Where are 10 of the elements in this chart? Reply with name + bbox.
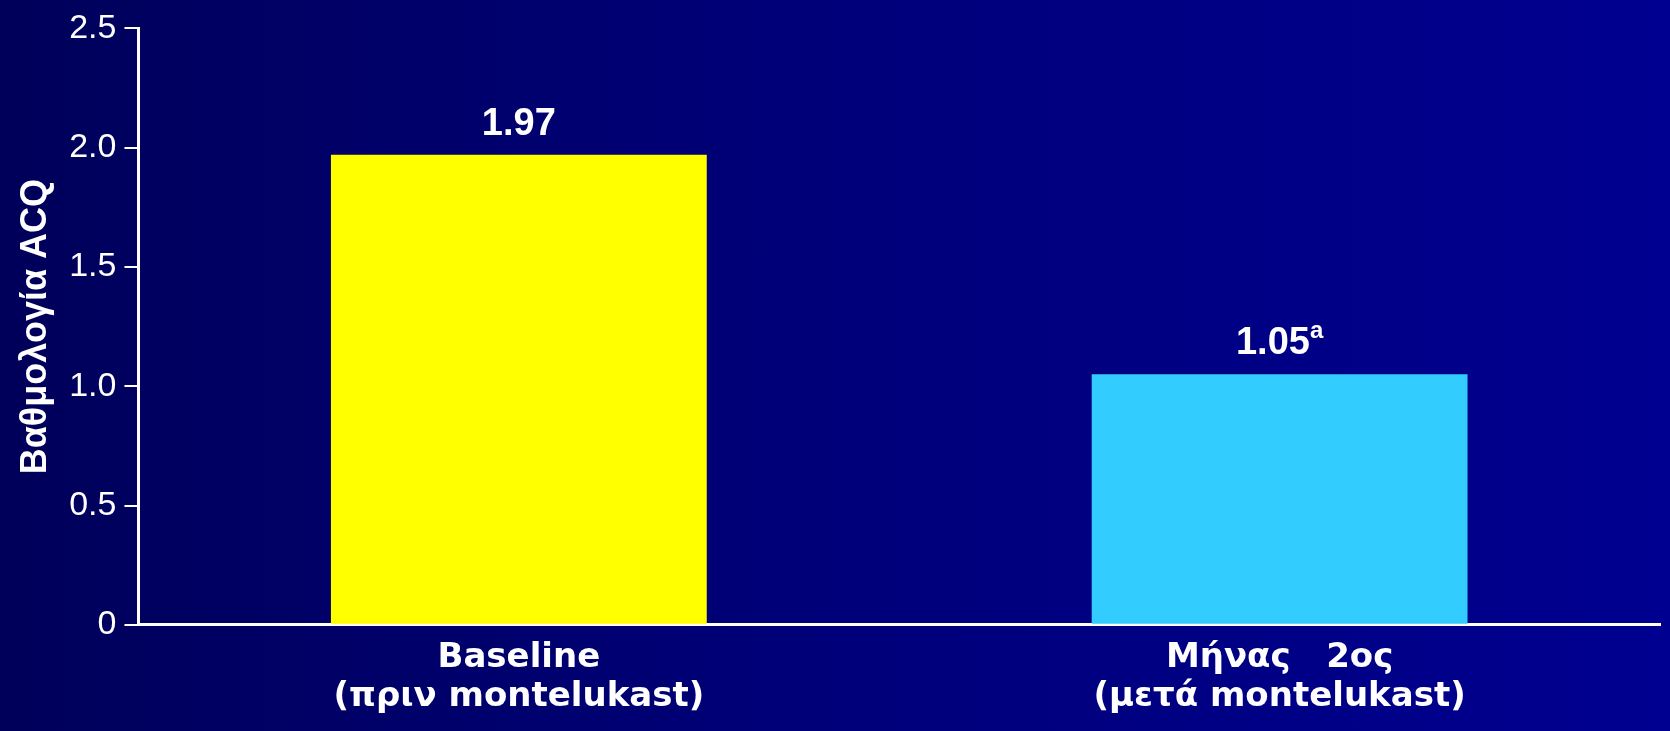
y-axis-title: Βαθμολογία ACQ <box>12 178 54 475</box>
x-tick-label: Baseline (πριν montelukast) <box>333 635 705 715</box>
y-tick-label: 0.5 <box>69 483 117 522</box>
x-tick-label: Μήνας 2ος (μετά montelukast) <box>1093 635 1466 715</box>
y-tick-label: 1.0 <box>69 364 117 403</box>
y-tick-label: 0 <box>97 603 117 642</box>
data-label: 1.97 <box>481 100 556 143</box>
y-tick-label: 1.5 <box>69 245 117 284</box>
y-tick-label: 2.0 <box>69 126 117 165</box>
y-tick-label: 2.5 <box>69 6 117 45</box>
